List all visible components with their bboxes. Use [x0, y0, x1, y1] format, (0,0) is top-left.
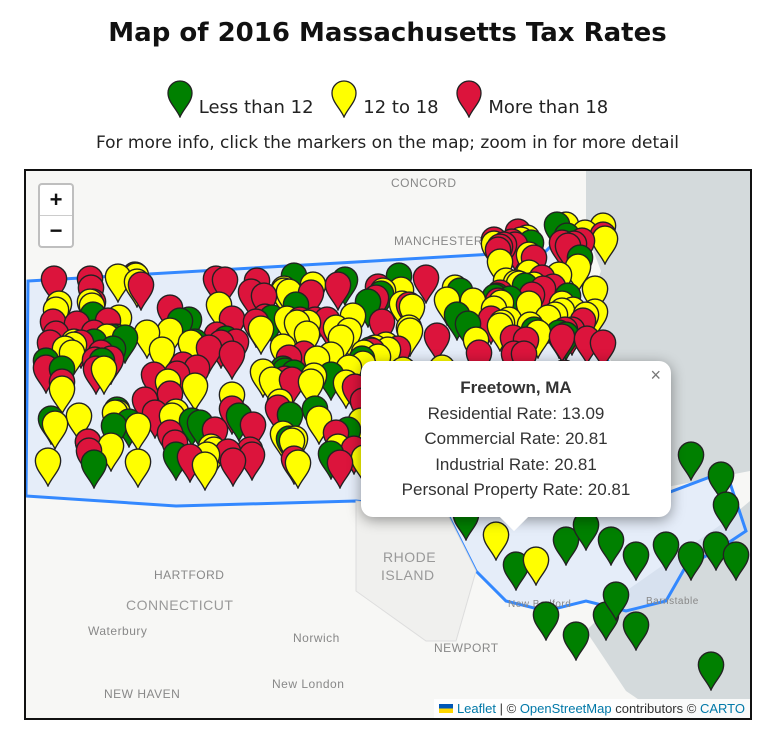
tax-rate-marker[interactable]: [368, 308, 396, 349]
label-island: ISLAND: [381, 567, 435, 583]
map[interactable]: CONCORD MANCHESTER HARTFORD CONNECTICUT …: [24, 169, 752, 720]
label-manchester: MANCHESTER: [394, 234, 484, 248]
tax-rate-marker[interactable]: [552, 526, 580, 567]
label-connecticut: CONNECTICUT: [126, 597, 234, 613]
page-title: Map of 2016 Massachusetts Tax Rates: [108, 18, 667, 48]
tax-rate-marker[interactable]: [324, 271, 352, 312]
tax-rate-marker[interactable]: [34, 447, 62, 488]
tax-rate-marker[interactable]: [247, 315, 275, 356]
label-rhode: RHODE: [383, 549, 437, 565]
tax-rate-marker[interactable]: [181, 372, 209, 413]
tax-rate-marker[interactable]: [412, 264, 440, 305]
legend-item-low: Less than 12: [167, 80, 314, 119]
legend-item-mid: 12 to 18: [331, 80, 439, 119]
popup-residential: Residential Rate: 13.09: [427, 403, 605, 423]
tax-rate-marker[interactable]: [211, 266, 239, 307]
tax-rate-marker[interactable]: [127, 270, 155, 312]
green-marker-icon: [167, 80, 193, 119]
tax-rate-marker[interactable]: [398, 293, 426, 334]
tax-rate-marker[interactable]: [502, 551, 530, 592]
tax-rate-marker[interactable]: [48, 375, 76, 416]
label-hartford: HARTFORD: [154, 568, 225, 582]
legend: Less than 12 12 to 18 More than 18: [0, 80, 775, 119]
tax-rate-marker[interactable]: [522, 546, 550, 587]
tax-rate-marker[interactable]: [40, 265, 68, 307]
tax-rate-marker[interactable]: [80, 449, 108, 490]
red-marker-icon: [456, 80, 483, 119]
tax-rate-marker[interactable]: [597, 526, 625, 567]
tax-rate-marker[interactable]: [707, 461, 735, 502]
tax-rate-marker[interactable]: [219, 447, 247, 488]
osm-link[interactable]: OpenStreetMap: [519, 701, 612, 716]
carto-link[interactable]: CARTO: [699, 701, 745, 716]
tax-rate-marker[interactable]: [482, 521, 510, 562]
label-norwich: Norwich: [293, 631, 340, 645]
tax-rate-marker[interactable]: [712, 491, 740, 532]
tax-rate-marker[interactable]: [697, 651, 725, 692]
tax-rate-marker[interactable]: [124, 448, 152, 489]
tax-rate-marker[interactable]: [589, 329, 617, 370]
tax-rate-marker[interactable]: [41, 410, 69, 451]
popup-close-button[interactable]: ×: [650, 365, 661, 385]
label-new-haven: NEW HAVEN: [104, 687, 181, 701]
tax-rate-marker[interactable]: [591, 225, 619, 266]
tax-rate-marker[interactable]: [722, 541, 750, 582]
tax-rate-marker[interactable]: [65, 402, 93, 443]
tax-rate-marker[interactable]: [652, 531, 680, 572]
tax-rate-marker[interactable]: [191, 451, 219, 492]
yellow-marker-icon: [331, 80, 357, 119]
label-barnstable: Barnstable: [646, 596, 699, 607]
zoom-control: + −: [38, 183, 74, 248]
zoom-in-button[interactable]: +: [49, 187, 63, 212]
label-new-london: New London: [272, 677, 345, 691]
tax-rate-marker[interactable]: [423, 322, 451, 363]
tax-rate-marker[interactable]: [284, 449, 312, 490]
subtitle: For more info, click the markers on the …: [95, 133, 680, 153]
tax-rate-marker[interactable]: [90, 355, 118, 396]
label-waterbury: Waterbury: [88, 624, 148, 638]
tax-rate-marker[interactable]: [218, 340, 246, 381]
tax-rate-marker[interactable]: [677, 541, 705, 582]
popup-commercial: Commercial Rate: 20.81: [424, 429, 608, 448]
popup-personal-property: Personal Property Rate: 20.81: [401, 480, 631, 499]
tax-rate-marker[interactable]: [548, 323, 576, 364]
tax-rate-marker[interactable]: [124, 412, 152, 453]
tax-rate-marker[interactable]: [581, 275, 609, 316]
popup-title: Freetown, MA: [460, 378, 572, 397]
tax-rate-marker[interactable]: [297, 367, 325, 409]
tax-rate-marker[interactable]: [562, 621, 590, 662]
zoom-out-button[interactable]: −: [40, 215, 72, 246]
tax-rate-marker[interactable]: [572, 511, 600, 552]
tax-rate-marker[interactable]: [622, 611, 650, 652]
leaflet-link[interactable]: Leaflet: [456, 701, 496, 716]
tax-rate-marker[interactable]: [326, 449, 354, 490]
label-concord: CONCORD: [391, 176, 457, 190]
tax-rate-marker[interactable]: [677, 441, 705, 482]
tax-rate-marker[interactable]: [622, 541, 650, 582]
popup-industrial: Industrial Rate: 20.81: [435, 454, 597, 474]
legend-item-high: More than 18: [456, 80, 608, 119]
attribution: Leaflet | © OpenStreetMap contributors ©…: [433, 699, 750, 718]
tax-rate-marker[interactable]: [239, 411, 267, 452]
tax-rate-marker[interactable]: [602, 581, 630, 622]
popup: × Freetown, MA Residential Rate: 13.09 C…: [361, 361, 671, 532]
tax-rate-marker[interactable]: [532, 601, 560, 642]
label-newport: NEWPORT: [434, 641, 499, 655]
ukraine-flag-icon: [438, 704, 453, 713]
